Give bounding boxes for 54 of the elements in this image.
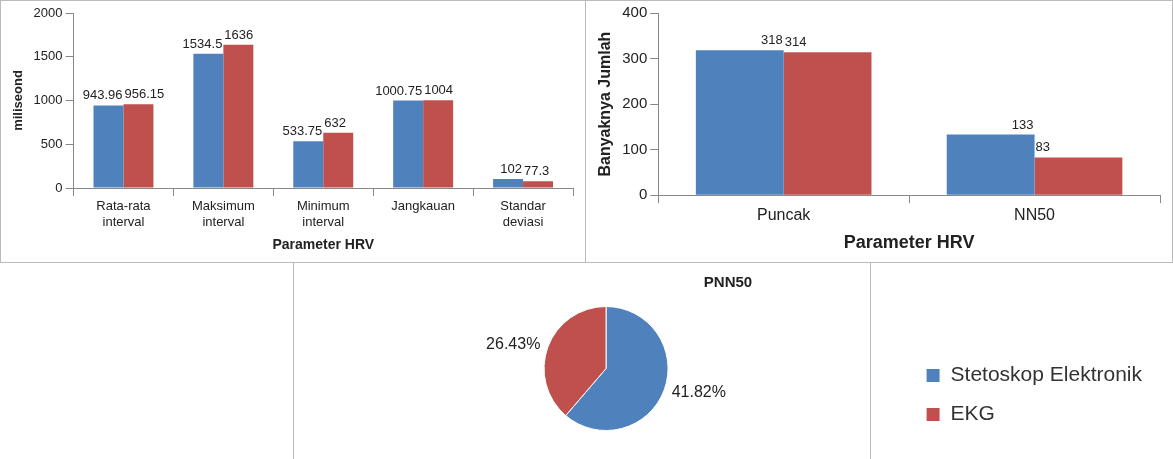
x-tick-label: NN50: [1014, 206, 1056, 224]
bar: [123, 104, 154, 188]
bar: [323, 132, 354, 188]
x-tick-label: Puncak: [756, 206, 812, 224]
bar: [946, 134, 1035, 195]
data-label: 956.15: [124, 86, 165, 102]
legend-label: EKG: [950, 401, 995, 425]
x-axis-title: Parameter HRV: [843, 232, 975, 253]
bar: [423, 100, 454, 188]
x-tick-label: Rata-rata interval: [96, 198, 152, 229]
data-label: 102: [500, 161, 523, 177]
bar: [1034, 157, 1123, 195]
data-label: 314: [784, 34, 807, 50]
bar: [93, 105, 124, 188]
bar: [523, 181, 554, 188]
data-label: 41.82%: [671, 383, 726, 401]
bar: [223, 44, 254, 188]
data-label: 133: [1011, 116, 1034, 132]
data-label: 1636: [224, 26, 254, 42]
legend-label: Stetoskop Elektronik: [950, 362, 1143, 386]
bar: [193, 53, 224, 188]
x-tick-label: Standar deviasi: [500, 198, 547, 229]
data-label: 1004: [424, 82, 454, 98]
y-tick-label: 500: [40, 135, 63, 151]
bar: [293, 141, 324, 188]
y-axis-title: Banyaknya Jumlah: [596, 31, 614, 177]
data-label: 83: [1035, 139, 1051, 155]
y-tick-label: 2000: [33, 4, 63, 20]
data-label: 632: [324, 114, 346, 130]
y-tick-label: 0: [55, 179, 63, 195]
y-tick-label: 400: [622, 3, 648, 21]
bar: [393, 100, 424, 188]
x-axis-title: Parameter HRV: [272, 236, 375, 253]
x-tick-label: Maksimum interval: [191, 198, 255, 229]
bar: [695, 50, 784, 195]
bar: [493, 179, 524, 188]
y-tick-label: 0: [638, 185, 648, 203]
y-axis-title: miliseond: [10, 70, 26, 131]
y-tick-label: 1500: [33, 48, 63, 64]
bar: [783, 52, 872, 195]
data-label: 533.75: [282, 123, 323, 139]
y-tick-label: 1000: [33, 92, 63, 108]
y-tick-label: 100: [622, 139, 648, 157]
y-tick-label: 200: [622, 94, 648, 112]
data-label: 77.3: [524, 163, 550, 179]
data-label: 943.96: [82, 87, 123, 103]
chart-title: PNN50: [703, 273, 753, 291]
data-label: 1534.5: [182, 35, 223, 51]
data-label: 1000.75: [375, 82, 423, 98]
data-label: 318: [760, 32, 783, 48]
y-tick-label: 300: [622, 48, 648, 66]
x-tick-label: Minimum interval: [296, 198, 350, 229]
x-tick-label: Jangkauan: [391, 198, 455, 214]
data-label: 26.43%: [486, 334, 541, 352]
